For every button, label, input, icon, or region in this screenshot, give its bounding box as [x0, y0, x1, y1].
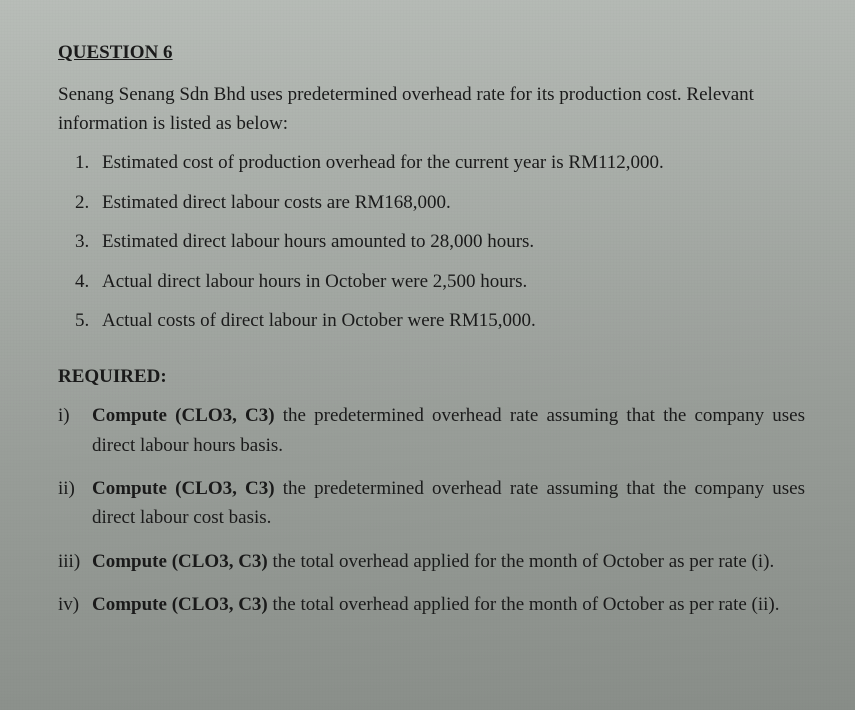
req-bold: Compute (CLO3, C3)	[92, 405, 275, 426]
required-item: ii) Compute (CLO3, C3) the predetermined…	[58, 474, 805, 533]
req-body: Compute (CLO3, C3) the total overhead ap…	[92, 547, 805, 576]
list-item: Actual costs of direct labour in October…	[94, 306, 805, 335]
req-body: Compute (CLO3, C3) the total overhead ap…	[92, 590, 805, 619]
req-marker: iv)	[58, 590, 92, 619]
req-body: Compute (CLO3, C3) the predetermined ove…	[92, 474, 805, 533]
req-bold: Compute (CLO3, C3)	[92, 594, 268, 615]
req-marker: i)	[58, 401, 92, 460]
question-title: QUESTION 6	[58, 38, 805, 67]
list-item: Estimated direct labour hours amounted t…	[94, 227, 805, 256]
required-item: iii) Compute (CLO3, C3) the total overhe…	[58, 547, 805, 576]
required-item: iv) Compute (CLO3, C3) the total overhea…	[58, 590, 805, 619]
req-bold: Compute (CLO3, C3)	[92, 551, 268, 572]
required-item: i) Compute (CLO3, C3) the predetermined …	[58, 401, 805, 460]
req-marker: ii)	[58, 474, 92, 533]
req-body: Compute (CLO3, C3) the predetermined ove…	[92, 401, 805, 460]
list-item: Estimated direct labour costs are RM168,…	[94, 188, 805, 217]
required-list: i) Compute (CLO3, C3) the predetermined …	[58, 401, 805, 620]
list-item: Estimated cost of production overhead fo…	[94, 148, 805, 177]
question-intro: Senang Senang Sdn Bhd uses predetermined…	[58, 81, 805, 138]
req-marker: iii)	[58, 547, 92, 576]
list-item: Actual direct labour hours in October we…	[94, 267, 805, 296]
document-page: QUESTION 6 Senang Senang Sdn Bhd uses pr…	[0, 0, 855, 654]
req-rest: the total overhead applied for the month…	[268, 551, 774, 572]
req-rest: the total overhead applied for the month…	[268, 594, 780, 615]
required-label: REQUIRED:	[58, 362, 805, 391]
info-list: Estimated cost of production overhead fo…	[58, 148, 805, 335]
req-bold: Compute (CLO3, C3)	[92, 478, 275, 499]
